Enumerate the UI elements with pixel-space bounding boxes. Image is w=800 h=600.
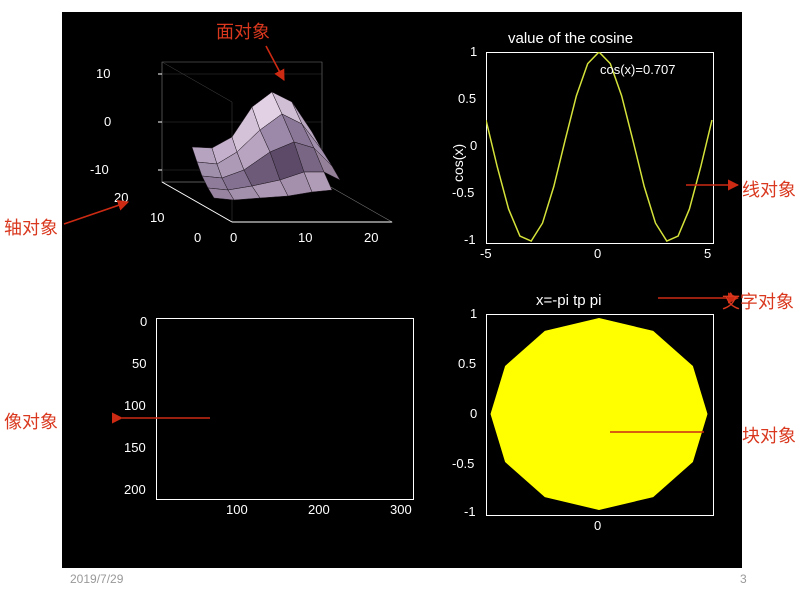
pym05: -0.5 xyxy=(452,456,474,471)
iy100: 100 xyxy=(124,398,146,413)
cos-svg xyxy=(486,52,714,244)
xtm5: -5 xyxy=(480,246,492,261)
cos-ylabel: cos(x) xyxy=(450,144,466,182)
annot-image: 像对象 xyxy=(4,408,58,434)
iy50: 50 xyxy=(132,356,146,371)
yt0: 0 xyxy=(470,138,477,153)
axes-image: 0 50 100 150 200 100 200 300 xyxy=(122,312,422,532)
py05: 0.5 xyxy=(458,356,476,371)
iy150: 150 xyxy=(124,440,146,455)
py1: 1 xyxy=(470,306,477,321)
axes-surface: 10 0 -10 20 10 0 0 10 20 xyxy=(102,52,402,262)
patch-svg xyxy=(486,314,714,516)
yl-0: 0 xyxy=(194,230,201,245)
iy200: 200 xyxy=(124,482,146,497)
pym1: -1 xyxy=(464,504,476,519)
annot-patch: 块对象 xyxy=(742,422,796,448)
ztick-hi: 10 xyxy=(96,66,110,81)
cos-title: value of the cosine xyxy=(508,30,633,47)
yl-20: 20 xyxy=(114,190,128,205)
yl-10: 10 xyxy=(150,210,164,225)
yr-0: 0 xyxy=(230,230,237,245)
yt05: 0.5 xyxy=(458,91,476,106)
ix300: 300 xyxy=(390,502,412,517)
annot-surface: 面对象 xyxy=(216,18,270,44)
patch-title: x=-pi tp pi xyxy=(536,292,601,309)
surface-plot xyxy=(102,52,402,262)
yr-10: 10 xyxy=(298,230,312,245)
annot-text: 文字对象 xyxy=(722,288,794,314)
axes-patch: x=-pi tp pi 1 0.5 0 -0.5 -1 0 xyxy=(452,296,722,540)
figure-stage: 10 0 -10 20 10 0 0 10 20 value of the co… xyxy=(62,12,742,568)
footer-page: 3 xyxy=(740,572,747,586)
ztick-mid: 0 xyxy=(104,114,111,129)
annot-line: 线对象 xyxy=(742,176,796,202)
ztick-lo: -10 xyxy=(90,162,109,177)
iy0: 0 xyxy=(140,314,147,329)
px0: 0 xyxy=(594,518,601,533)
yr-20: 20 xyxy=(364,230,378,245)
ix200: 200 xyxy=(308,502,330,517)
ix100: 100 xyxy=(226,502,248,517)
xt0: 0 xyxy=(594,246,601,261)
yt1: 1 xyxy=(470,44,477,59)
img-box xyxy=(156,318,414,500)
xt5: 5 xyxy=(704,246,711,261)
cos-inside-text: cos(x)=0.707 xyxy=(600,62,676,77)
axes-cosine: value of the cosine cos(x)=0.707 cos(x) … xyxy=(452,34,722,264)
footer-date: 2019/7/29 xyxy=(70,572,123,586)
py0: 0 xyxy=(470,406,477,421)
ytm1: -1 xyxy=(464,232,476,247)
annot-axis: 轴对象 xyxy=(4,214,58,240)
ytm05: -0.5 xyxy=(452,185,474,200)
